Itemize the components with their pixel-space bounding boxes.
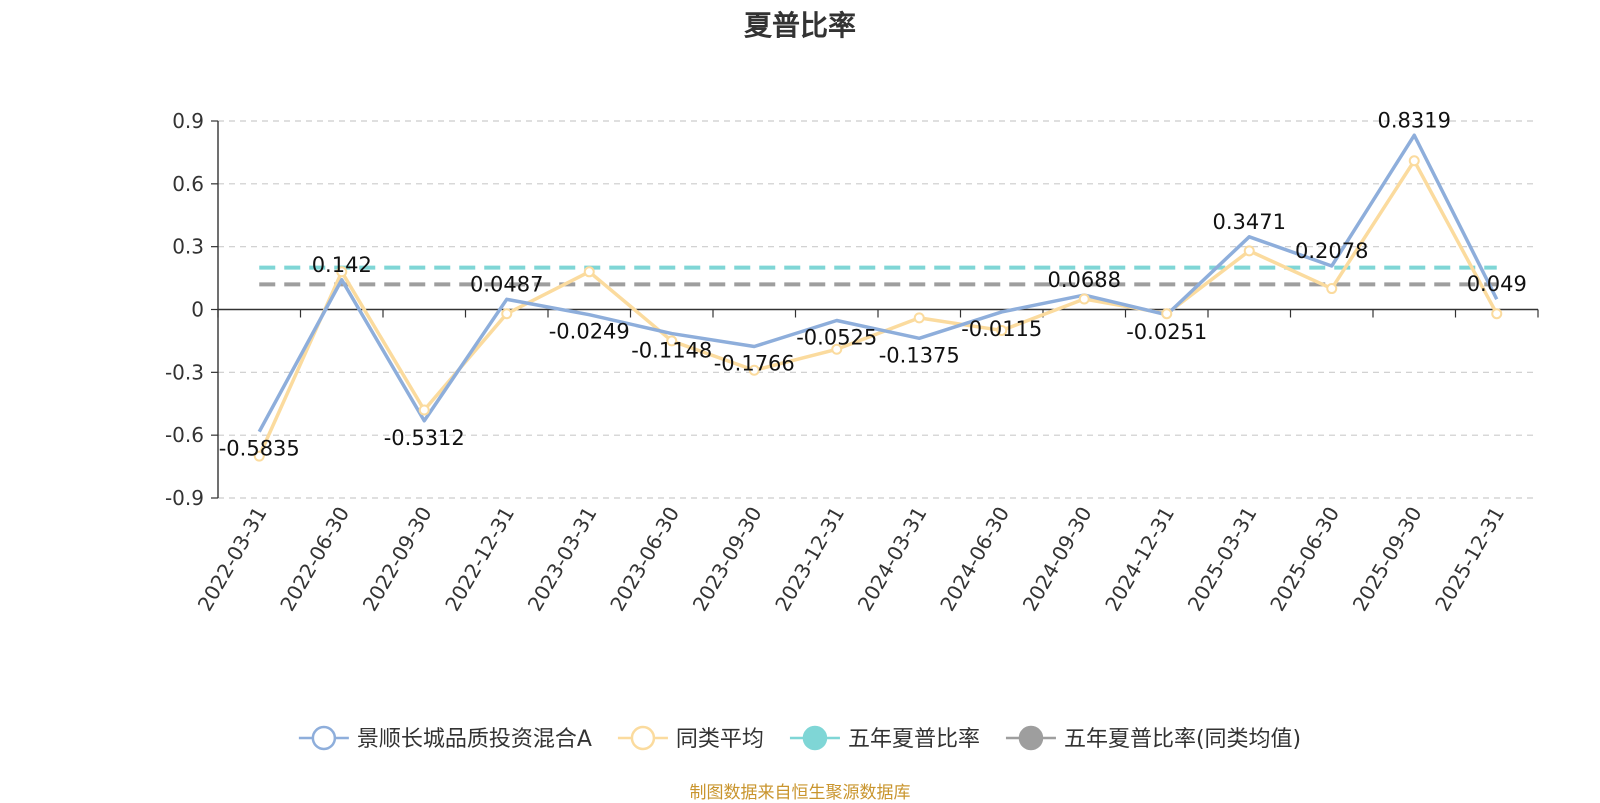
- series-line: [257, 133, 1499, 433]
- legend-label: 同类平均: [676, 727, 764, 752]
- series-point[interactable]: [1161, 308, 1173, 320]
- x-tick-label: 2023-03-31: [523, 503, 602, 616]
- x-tick-label: 2025-06-30: [1265, 503, 1344, 616]
- legend-marker-icon: [802, 725, 828, 751]
- data-label: -0.0115: [961, 317, 1042, 341]
- series-point[interactable]: [1078, 293, 1090, 305]
- legend-marker-icon: [630, 725, 656, 751]
- legend-item[interactable]: 五年夏普比率(同类均值): [1005, 725, 1301, 752]
- data-labels: -0.58350.142-0.53120.0487-0.0249-0.1148-…: [219, 108, 1527, 460]
- data-label: -0.0251: [1126, 320, 1207, 344]
- data-label: -0.5312: [384, 426, 465, 450]
- series-point[interactable]: [831, 343, 843, 355]
- x-tick-label: 2025-12-31: [1430, 503, 1509, 616]
- data-label: 0.142: [312, 253, 372, 277]
- data-label: -0.1375: [879, 343, 960, 367]
- reference-lines: [259, 265, 1497, 287]
- series-point[interactable]: [1326, 283, 1338, 295]
- grid-layer: [218, 120, 1538, 499]
- x-tick-label: 2024-03-31: [853, 503, 932, 616]
- legend-marker-icon: [1018, 725, 1044, 751]
- y-tick-label: 0.3: [172, 235, 204, 259]
- x-tick-label: 2023-09-30: [688, 503, 767, 616]
- series-point[interactable]: [748, 364, 760, 376]
- series-layer: [253, 133, 1503, 462]
- data-label: 0.3471: [1213, 210, 1286, 234]
- data-label: 0.049: [1467, 272, 1527, 296]
- legend-item[interactable]: 五年夏普比率: [789, 725, 980, 752]
- x-tick-label: 2024-12-31: [1100, 503, 1179, 616]
- legend-marker-icon: [311, 725, 337, 751]
- x-tick-label: 2024-09-30: [1018, 503, 1097, 616]
- series-point[interactable]: [253, 450, 265, 462]
- data-label: 0.8319: [1378, 108, 1451, 132]
- chart-title: 夏普比率: [743, 9, 856, 42]
- y-tick-label: -0.3: [165, 360, 204, 384]
- series-point[interactable]: [996, 324, 1008, 336]
- data-label: -0.0249: [549, 320, 630, 344]
- y-tick-label: 0.9: [172, 109, 204, 133]
- legend-item[interactable]: 景顺长城品质投资混合A: [298, 725, 592, 752]
- series-point[interactable]: [1243, 245, 1255, 257]
- x-tick-label: 2022-09-30: [358, 503, 437, 616]
- series-point[interactable]: [583, 266, 595, 278]
- x-tick-label: 2025-03-31: [1183, 503, 1262, 616]
- legend-item[interactable]: 同类平均: [617, 725, 764, 752]
- x-tick-label: 2022-03-31: [193, 503, 272, 616]
- series-point[interactable]: [666, 335, 678, 347]
- x-tick-label: 2024-06-30: [935, 503, 1014, 616]
- data-label: -0.5835: [219, 437, 300, 461]
- data-label: -0.1766: [714, 351, 795, 375]
- legend[interactable]: 景顺长城品质投资混合A 同类平均 五年夏普比率 五年夏普比率(同类均值): [298, 725, 1301, 752]
- y-tick-label: -0.9: [165, 486, 204, 510]
- data-label: -0.1148: [631, 339, 712, 363]
- legend-label: 五年夏普比率: [848, 727, 980, 752]
- x-tick-label: 2022-12-31: [440, 503, 519, 616]
- x-tick-label: 2022-06-30: [275, 503, 354, 616]
- data-label: 0.0688: [1048, 268, 1121, 292]
- x-tick-label: 2023-06-30: [605, 503, 684, 616]
- legend-label: 五年夏普比率(同类均值): [1064, 727, 1301, 752]
- legend-label: 景顺长城品质投资混合A: [357, 727, 592, 752]
- y-tick-label: -0.6: [165, 423, 204, 447]
- y-tick-label: 0.6: [172, 172, 204, 196]
- data-label: 0.0487: [470, 272, 543, 296]
- y-tick-label: 0: [191, 298, 204, 322]
- series-point[interactable]: [1408, 155, 1420, 167]
- series-point[interactable]: [913, 312, 925, 324]
- data-label: 0.2078: [1295, 239, 1368, 263]
- source-note: 制图数据来自恒生聚源数据库: [689, 783, 911, 803]
- series-point[interactable]: [336, 266, 348, 278]
- series-point[interactable]: [418, 404, 430, 416]
- data-label: -0.0525: [796, 325, 877, 349]
- series-point[interactable]: [501, 308, 513, 320]
- series-line: [257, 159, 1499, 457]
- x-tick-label: 2025-09-30: [1348, 503, 1427, 616]
- series-point[interactable]: [1491, 308, 1503, 320]
- x-tick-label: 2023-12-31: [770, 503, 849, 616]
